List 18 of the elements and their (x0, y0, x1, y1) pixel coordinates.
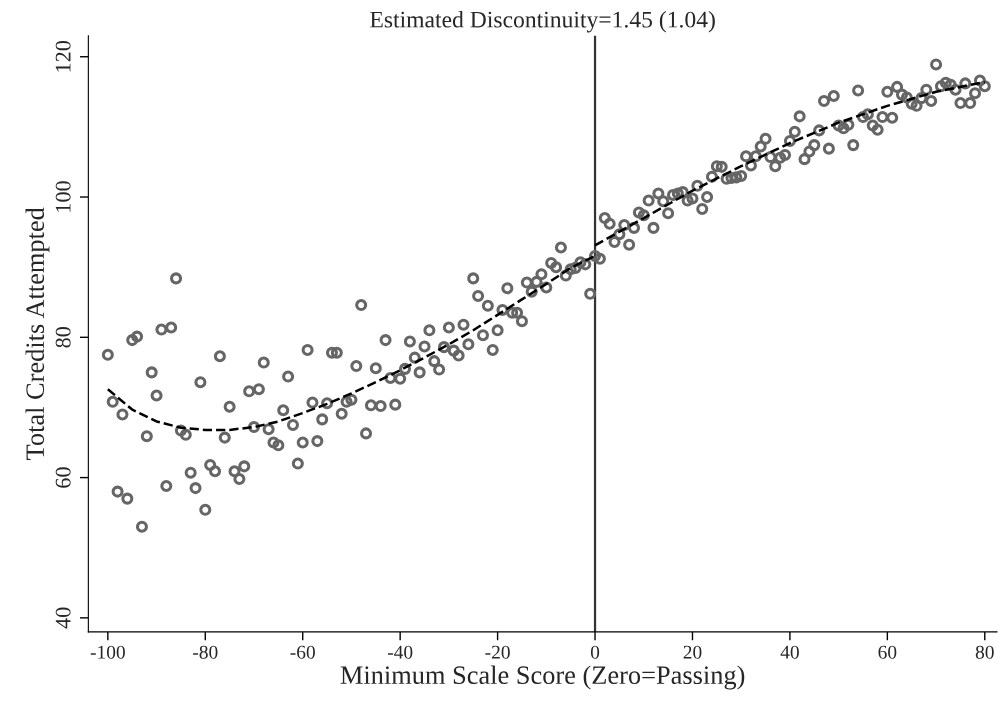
y-tick-label: 120 (55, 40, 71, 72)
x-tick-label: 20 (683, 645, 702, 659)
x-axis-title: Minimum Scale Score (Zero=Passing) (340, 665, 745, 690)
x-tick-label: -60 (290, 645, 315, 659)
x-tick-label: 0 (590, 645, 600, 659)
y-tick-label: 40 (55, 607, 71, 629)
x-tick-label: 80 (975, 645, 994, 659)
x-tick-label: 40 (780, 645, 799, 659)
x-tick-label: -100 (90, 645, 125, 659)
x-tick-label: -80 (193, 645, 218, 659)
y-tick-label: 100 (55, 181, 71, 212)
y-axis-title: Total Credits Attempted (25, 207, 50, 460)
chart-title: Estimated Discontinuity=1.45 (1.04) (370, 10, 715, 33)
y-tick-label: 60 (55, 467, 71, 488)
x-tick-label: 60 (878, 645, 897, 659)
x-tick-label: -20 (485, 645, 510, 659)
y-tick-label: 80 (55, 327, 71, 348)
x-tick-label: -40 (387, 645, 413, 659)
